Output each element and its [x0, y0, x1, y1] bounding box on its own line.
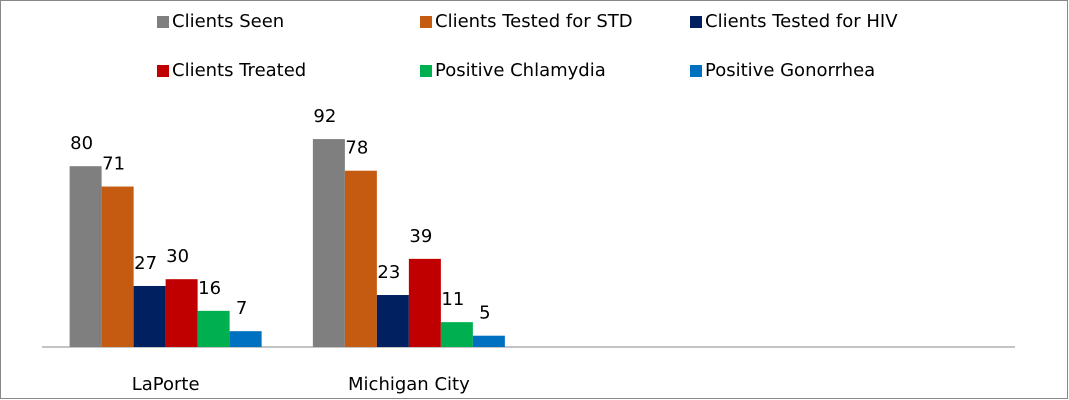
bar: [376, 295, 409, 347]
legend-swatch: [690, 16, 702, 28]
bar: [69, 166, 102, 347]
bar: [312, 139, 345, 347]
data-label: 16: [198, 278, 221, 299]
data-label: 78: [345, 138, 368, 159]
bar: [440, 322, 473, 347]
data-label: 30: [166, 246, 189, 267]
legend-swatch: [157, 65, 169, 77]
data-label: 23: [377, 262, 400, 283]
data-label: 7: [236, 298, 247, 319]
legend-label: Clients Tested for STD: [435, 11, 633, 32]
data-label: 71: [102, 154, 125, 175]
data-label: 39: [409, 226, 432, 247]
bar: [165, 279, 198, 347]
data-label: 80: [70, 133, 93, 154]
data-label: 5: [479, 303, 490, 324]
legend-swatch: [420, 65, 432, 77]
legend-label: Positive Chlamydia: [435, 60, 606, 81]
x-tick-label: Michigan City: [348, 374, 470, 395]
data-label: 27: [134, 253, 157, 274]
bar: [344, 170, 377, 347]
legend-swatch: [690, 65, 702, 77]
data-label: 92: [313, 106, 336, 127]
bar: [408, 258, 441, 347]
bar: [472, 335, 505, 347]
bar: [133, 285, 166, 347]
bar: [197, 310, 230, 347]
x-tick-label: LaPorte: [132, 374, 200, 395]
legend-label: Clients Tested for HIV: [705, 11, 898, 32]
legend-swatch: [157, 16, 169, 28]
bar: [101, 186, 134, 347]
legend-swatch: [420, 16, 432, 28]
legend-label: Positive Gonorrhea: [705, 60, 875, 81]
data-label: 11: [441, 289, 464, 310]
legend-label: Clients Treated: [172, 60, 306, 81]
bar: [229, 331, 262, 347]
legend-label: Clients Seen: [172, 11, 284, 32]
